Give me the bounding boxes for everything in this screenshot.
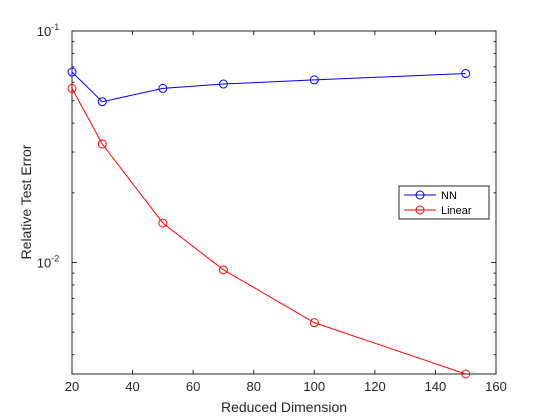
data-point (158, 218, 168, 228)
legend-marker (415, 205, 425, 215)
legend-box (398, 185, 490, 220)
x-tick-label: 140 (425, 379, 447, 394)
legend-label: Linear (441, 205, 472, 217)
data-point (309, 75, 319, 85)
y-tick-base: 10 (37, 256, 51, 271)
data-point (97, 139, 107, 149)
x-tick-label: 80 (246, 379, 260, 394)
data-point (461, 69, 471, 79)
data-point (461, 369, 471, 379)
x-tick-label: 40 (125, 379, 139, 394)
legend-label: NN (441, 190, 457, 202)
data-point (67, 67, 77, 77)
x-axis-label: Reduced Dimension (221, 399, 347, 415)
data-point (309, 318, 319, 328)
y-tick-label: 10-1 (37, 22, 59, 39)
x-tick-label: 60 (186, 379, 200, 394)
legend: NN Linear (398, 185, 490, 220)
y-tick-exponent: -2 (51, 254, 59, 264)
x-tick-label: 100 (303, 379, 325, 394)
x-tick-label: 120 (364, 379, 386, 394)
y-tick-base: 10 (37, 24, 51, 39)
series-line (71, 71, 466, 103)
x-tick-label: 160 (485, 379, 507, 394)
legend-marker (415, 190, 425, 200)
x-tick-label: 20 (65, 379, 79, 394)
data-point (218, 79, 228, 89)
data-point (67, 83, 77, 93)
y-axis-label: Relative Test Error (18, 144, 34, 259)
data-point (218, 265, 228, 275)
series-line (71, 88, 466, 375)
series-layer (67, 67, 471, 379)
y-tick-label: 10-2 (37, 254, 59, 271)
data-point (158, 83, 168, 93)
data-point (97, 97, 107, 107)
y-tick-exponent: -1 (51, 22, 59, 32)
